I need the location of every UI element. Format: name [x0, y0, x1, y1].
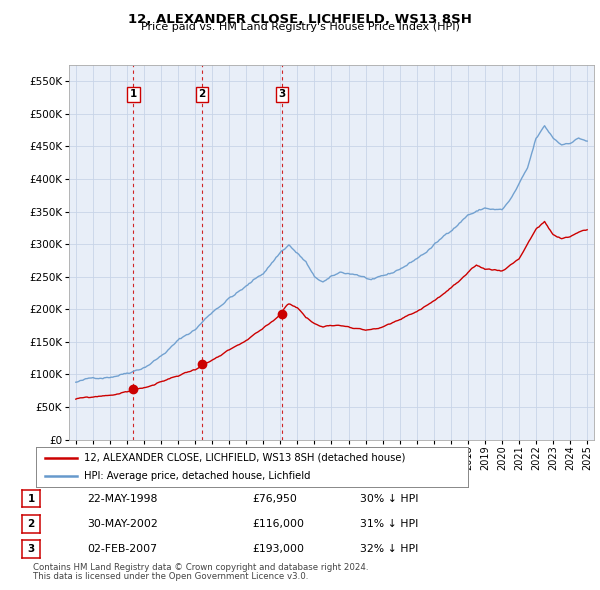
Text: 30% ↓ HPI: 30% ↓ HPI [360, 494, 419, 503]
Text: 31% ↓ HPI: 31% ↓ HPI [360, 519, 418, 529]
Text: 3: 3 [278, 89, 286, 99]
Text: £76,950: £76,950 [252, 494, 297, 503]
Text: 3: 3 [28, 545, 35, 554]
Text: £193,000: £193,000 [252, 545, 304, 554]
Text: This data is licensed under the Open Government Licence v3.0.: This data is licensed under the Open Gov… [33, 572, 308, 581]
Text: 12, ALEXANDER CLOSE, LICHFIELD, WS13 8SH: 12, ALEXANDER CLOSE, LICHFIELD, WS13 8SH [128, 13, 472, 26]
Text: 1: 1 [130, 89, 137, 99]
Text: 1: 1 [28, 494, 35, 503]
Text: 2: 2 [199, 89, 206, 99]
Text: £116,000: £116,000 [252, 519, 304, 529]
Text: 02-FEB-2007: 02-FEB-2007 [87, 545, 157, 554]
Text: 12, ALEXANDER CLOSE, LICHFIELD, WS13 8SH (detached house): 12, ALEXANDER CLOSE, LICHFIELD, WS13 8SH… [83, 453, 405, 463]
Text: 30-MAY-2002: 30-MAY-2002 [87, 519, 158, 529]
Text: HPI: Average price, detached house, Lichfield: HPI: Average price, detached house, Lich… [83, 470, 310, 480]
Text: Price paid vs. HM Land Registry's House Price Index (HPI): Price paid vs. HM Land Registry's House … [140, 22, 460, 32]
Text: 22-MAY-1998: 22-MAY-1998 [87, 494, 157, 503]
Text: Contains HM Land Registry data © Crown copyright and database right 2024.: Contains HM Land Registry data © Crown c… [33, 563, 368, 572]
Text: 32% ↓ HPI: 32% ↓ HPI [360, 545, 418, 554]
Text: 2: 2 [28, 519, 35, 529]
